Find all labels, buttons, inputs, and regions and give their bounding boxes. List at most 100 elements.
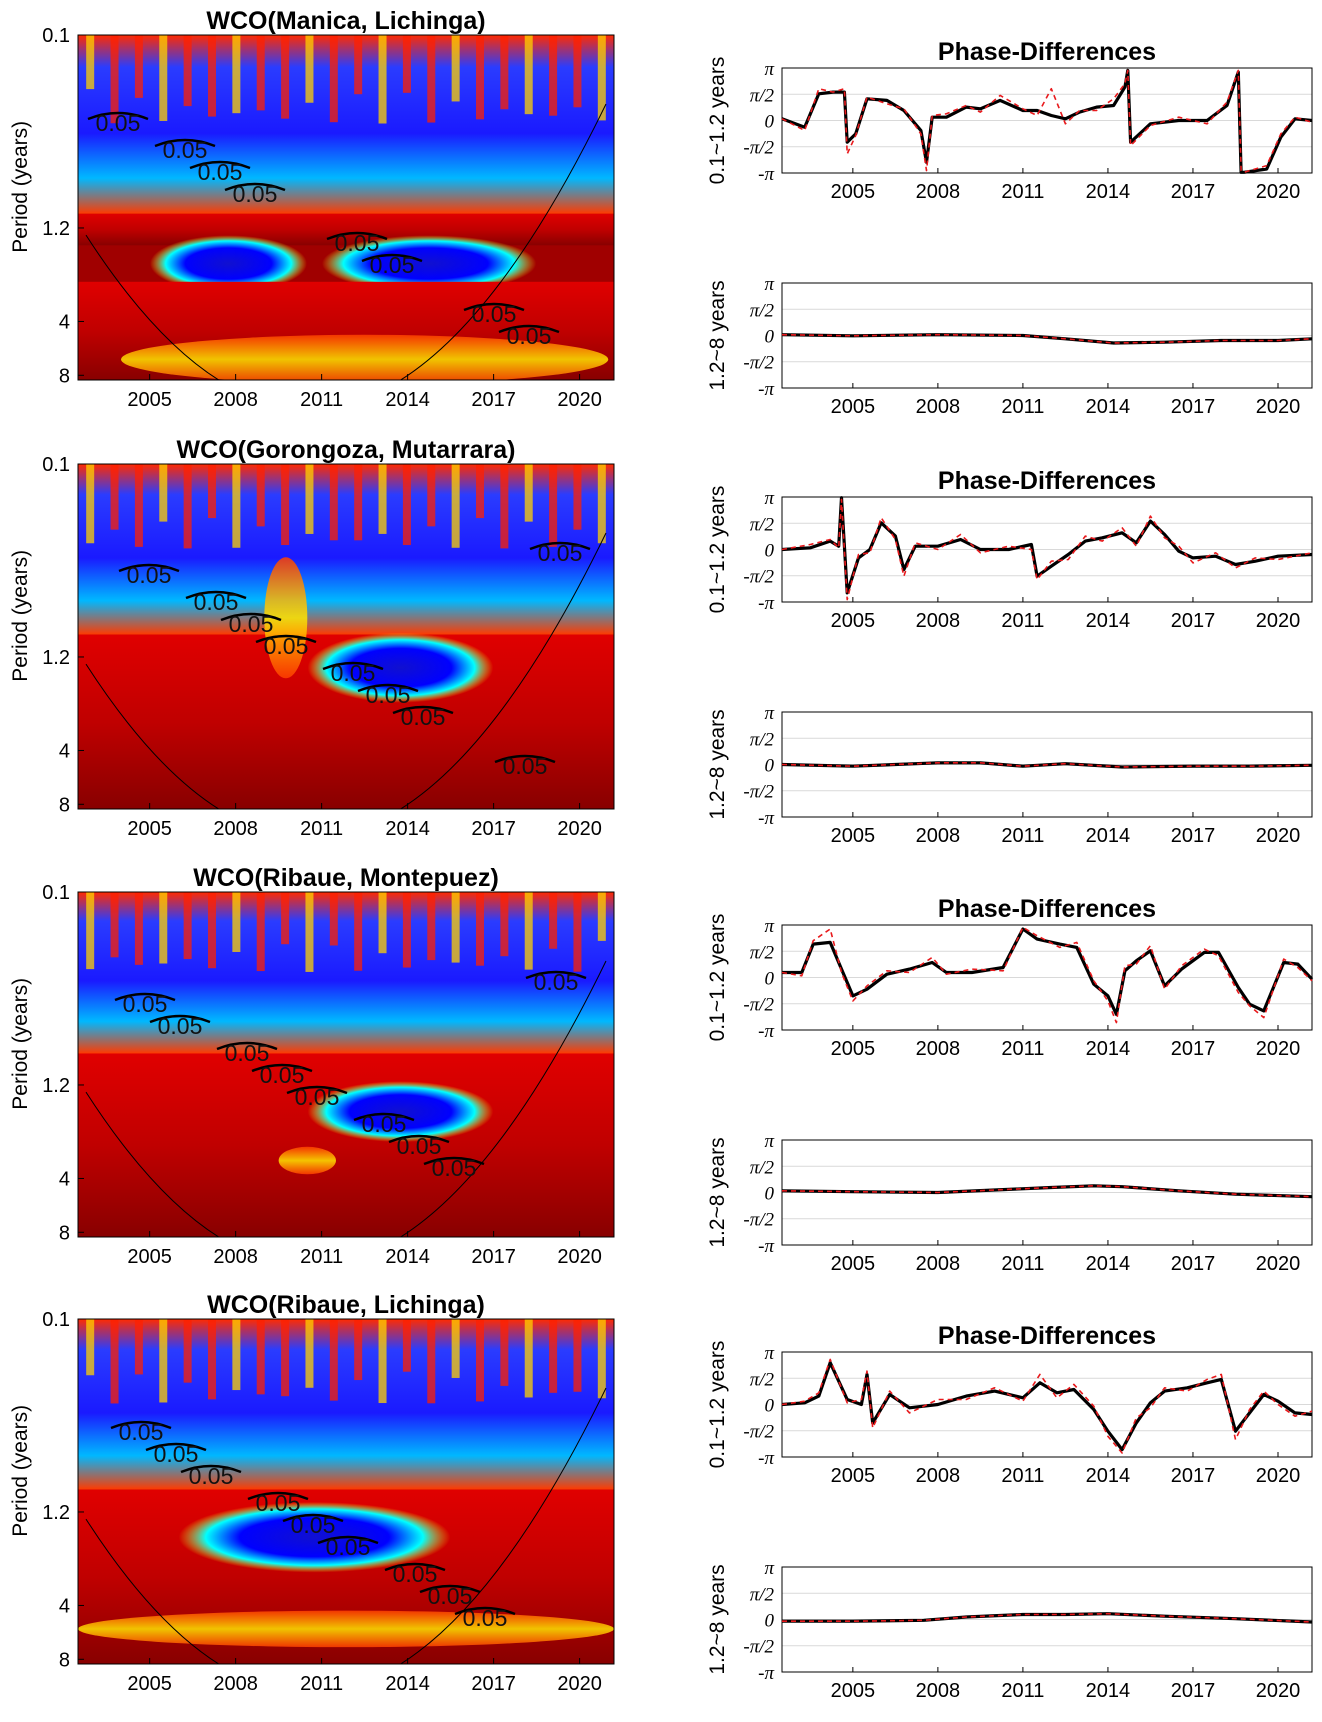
y-axis-label: 0.1~1.2 years [706, 1341, 729, 1469]
heatmap-ridge [256, 1319, 265, 1395]
heatmap-ridge [86, 35, 95, 90]
x-tick-label: 2008 [916, 1465, 961, 1487]
heatmap-ridge [402, 892, 411, 968]
x-tick-label: 2020 [1256, 396, 1301, 418]
heatmap-ridge [597, 35, 606, 121]
contour-line [282, 1513, 344, 1523]
heatmap-ridge [573, 892, 582, 972]
heatmap-ridge [256, 892, 265, 972]
heatmap-ridge [597, 1319, 606, 1399]
contour-label: 0.05 [225, 1040, 270, 1066]
y-tick-label: π/2 [750, 514, 775, 535]
x-tick-label: 2011 [1001, 1253, 1044, 1275]
y-tick-label: -π [758, 1663, 774, 1684]
x-tick-label: 2011 [1001, 181, 1044, 203]
x-tick-label: 2005 [831, 610, 876, 632]
heatmap-ridge [500, 464, 509, 549]
heatmap-ridge [208, 35, 216, 117]
heatmap-ridge [476, 464, 484, 519]
x-tick-label: 2020 [1256, 1253, 1301, 1275]
y-tick-label: 0.1 [42, 882, 70, 904]
contour-label: 0.05 [503, 753, 548, 779]
heatmap-ridge [134, 35, 143, 98]
contour-label: 0.05 [366, 682, 411, 708]
y-axis-label: 1.2~8 years [706, 1137, 729, 1247]
contour-line [317, 1535, 379, 1545]
contour-label: 0.05 [123, 991, 168, 1017]
x-tick-label: 2011 [300, 1673, 343, 1695]
heatmap-ridge [305, 35, 314, 103]
x-tick-label: 2017 [1171, 1038, 1216, 1060]
contour-line [224, 182, 286, 192]
y-tick-label: π [764, 703, 774, 724]
heatmap-ridge [329, 892, 338, 946]
x-tick-label: 2008 [916, 610, 961, 632]
y-tick-label: -π [758, 1448, 774, 1469]
x-tick-label: 2017 [1171, 610, 1216, 632]
heatmap-ridge [208, 1319, 216, 1400]
contour-line [419, 1584, 481, 1594]
y-tick-label: 0.1 [42, 1309, 70, 1331]
x-tick-label: 2014 [1086, 610, 1131, 632]
phase-panel-1: π π/2 0 -π/2 -π 2005 2008 2011 2014 2017 2020 1.2~8… [706, 274, 1313, 418]
phase-series-dashed [781, 1358, 1313, 1454]
x-tick-label: 2017 [1171, 1680, 1216, 1702]
y-axis-label: 1.2~8 years [706, 1564, 729, 1674]
y-tick-label: 4 [59, 1595, 70, 1617]
phase-series-dashed [781, 926, 1313, 1024]
x-tick-label: 2011 [1001, 396, 1044, 418]
phase-title: Phase-Differences [938, 467, 1156, 495]
contour-label: 0.05 [163, 137, 208, 163]
contour-label: 0.05 [194, 589, 239, 615]
x-tick-label: 2014 [1086, 181, 1131, 203]
contour-line [361, 253, 423, 263]
heatmap-ridge [378, 892, 387, 954]
x-tick-label: 2005 [127, 1246, 172, 1268]
heatmap-ridge [524, 464, 533, 522]
phase-panel-6: π π/2 0 -π/2 -π 2005 2008 2011 2014 2017 2020 Phase… [706, 1322, 1313, 1487]
heatmap-ridge [256, 35, 265, 111]
y-axis-label: Period (years) [9, 550, 32, 682]
x-tick-label: 2017 [471, 1673, 516, 1695]
y-tick-label: π [764, 488, 774, 509]
contour-line [384, 1562, 446, 1572]
heatmap-frame [77, 463, 615, 810]
heatmap-ridge [232, 35, 241, 114]
heatmap-ridge [183, 35, 192, 107]
x-tick-label: 2005 [831, 825, 876, 847]
x-tick-label: 2011 [1001, 1680, 1044, 1702]
x-tick-label: 2014 [1086, 1253, 1131, 1275]
heatmap-band [321, 235, 537, 292]
x-tick-label: 2017 [471, 389, 516, 411]
wco-heatmap-2: 0.050.050.050.050.050.050.050.050.05WCO(… [9, 864, 615, 1268]
heatmap-band [307, 1081, 494, 1143]
y-tick-label: π [764, 1558, 774, 1579]
contour-label: 0.05 [256, 1490, 301, 1516]
y-tick-label: 0 [765, 541, 775, 562]
contour-line [110, 1420, 172, 1430]
x-tick-label: 2008 [213, 818, 258, 840]
heatmap-ridge [86, 464, 95, 544]
heatmap-ridge [427, 1319, 436, 1404]
contour-label: 0.05 [189, 1463, 234, 1489]
cone-of-influence [85, 103, 607, 380]
heatmap-ridge [402, 35, 411, 93]
contour-line [251, 1063, 313, 1073]
contour-line [529, 541, 591, 551]
contour-label: 0.05 [119, 1419, 164, 1445]
heatmap-ridge [208, 464, 216, 519]
heatmap-band [78, 892, 614, 1054]
heatmap-ridge [305, 464, 314, 534]
contour-label: 0.05 [127, 562, 172, 588]
y-tick-label: -π [758, 593, 774, 614]
heatmap-ridge [354, 1319, 363, 1381]
contour-label: 0.05 [158, 1013, 203, 1039]
heatmap-title: WCO(Gorongoza, Mutarrara) [177, 436, 516, 464]
contour-line [353, 1112, 415, 1122]
y-axis-label: Period (years) [9, 121, 32, 253]
phase-series-dashed [782, 1612, 1313, 1623]
y-tick-label: π/2 [750, 1157, 775, 1178]
x-tick-label: 2014 [385, 1246, 430, 1268]
y-tick-label: -π [758, 164, 774, 185]
y-axis-label: Period (years) [9, 978, 32, 1110]
